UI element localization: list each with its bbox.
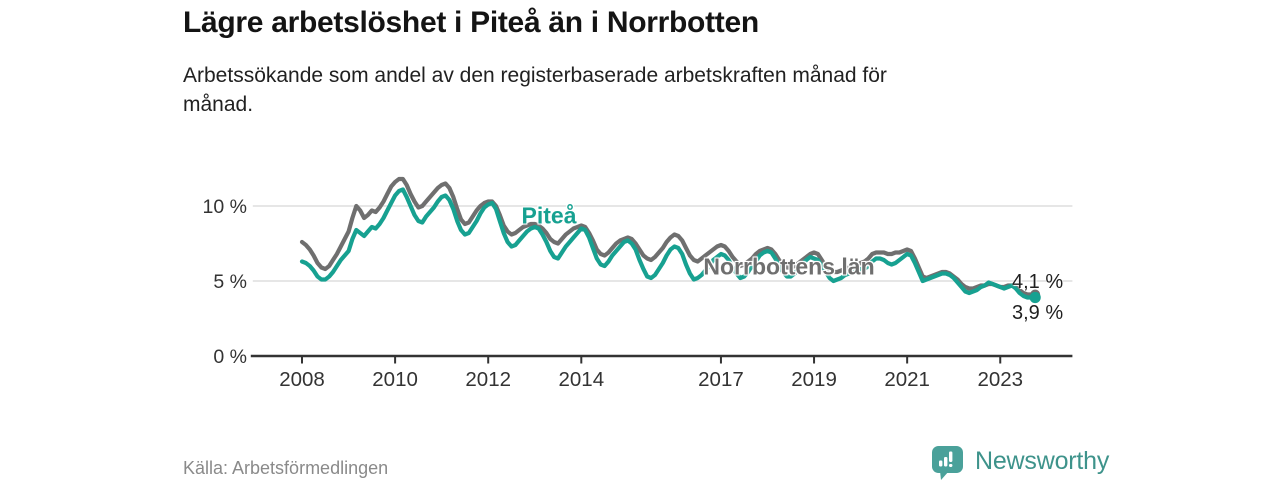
- newsworthy-icon: [932, 446, 963, 480]
- y-axis-labels: 0 % 5 % 10 %: [203, 196, 247, 368]
- series-line: [299, 176, 1038, 297]
- newsworthy-wordmark: Newsworthy: [975, 447, 1110, 475]
- gridlines: [252, 205, 1073, 282]
- x-tick-label: 2023: [977, 368, 1023, 391]
- y-tick-label: 10 %: [203, 196, 247, 218]
- series-pite-: [299, 187, 1041, 304]
- x-axis: 2008 2010 2012 2014 2017 2019 2021 2023: [250, 354, 1073, 391]
- x-tick-label: 2010: [372, 368, 418, 391]
- x-tick-label: 2008: [279, 368, 325, 391]
- chart-title: Lägre arbetslöshet i Piteå än i Norrbott…: [183, 6, 759, 39]
- chart-subtitle-line2: månad.: [183, 93, 254, 116]
- x-tick-label: 2021: [884, 368, 930, 391]
- series-label-norrbottens-lan: Norrbottens län: [703, 253, 875, 280]
- x-tick-label: 2019: [791, 368, 837, 391]
- end-value-label-pitea: 3,9 %: [1012, 302, 1064, 324]
- x-tick-label: 2017: [698, 368, 744, 391]
- chart-subtitle-line1: Arbetssökande som andel av den registerb…: [183, 64, 887, 87]
- series-label-pitea: Piteå: [521, 202, 577, 229]
- source-note: Källa: Arbetsförmedlingen: [183, 458, 389, 478]
- series-line: [299, 187, 1038, 300]
- end-value-label-norrbotten: 4,1 %: [1012, 271, 1064, 293]
- y-tick-label: 5 %: [213, 271, 247, 293]
- x-tick-label: 2012: [465, 368, 511, 391]
- x-tick-label: 2014: [558, 368, 604, 391]
- y-tick-label: 0 %: [213, 346, 247, 368]
- newsworthy-logo[interactable]: Newsworthy: [931, 444, 1109, 480]
- series-end-dot: [1029, 291, 1041, 304]
